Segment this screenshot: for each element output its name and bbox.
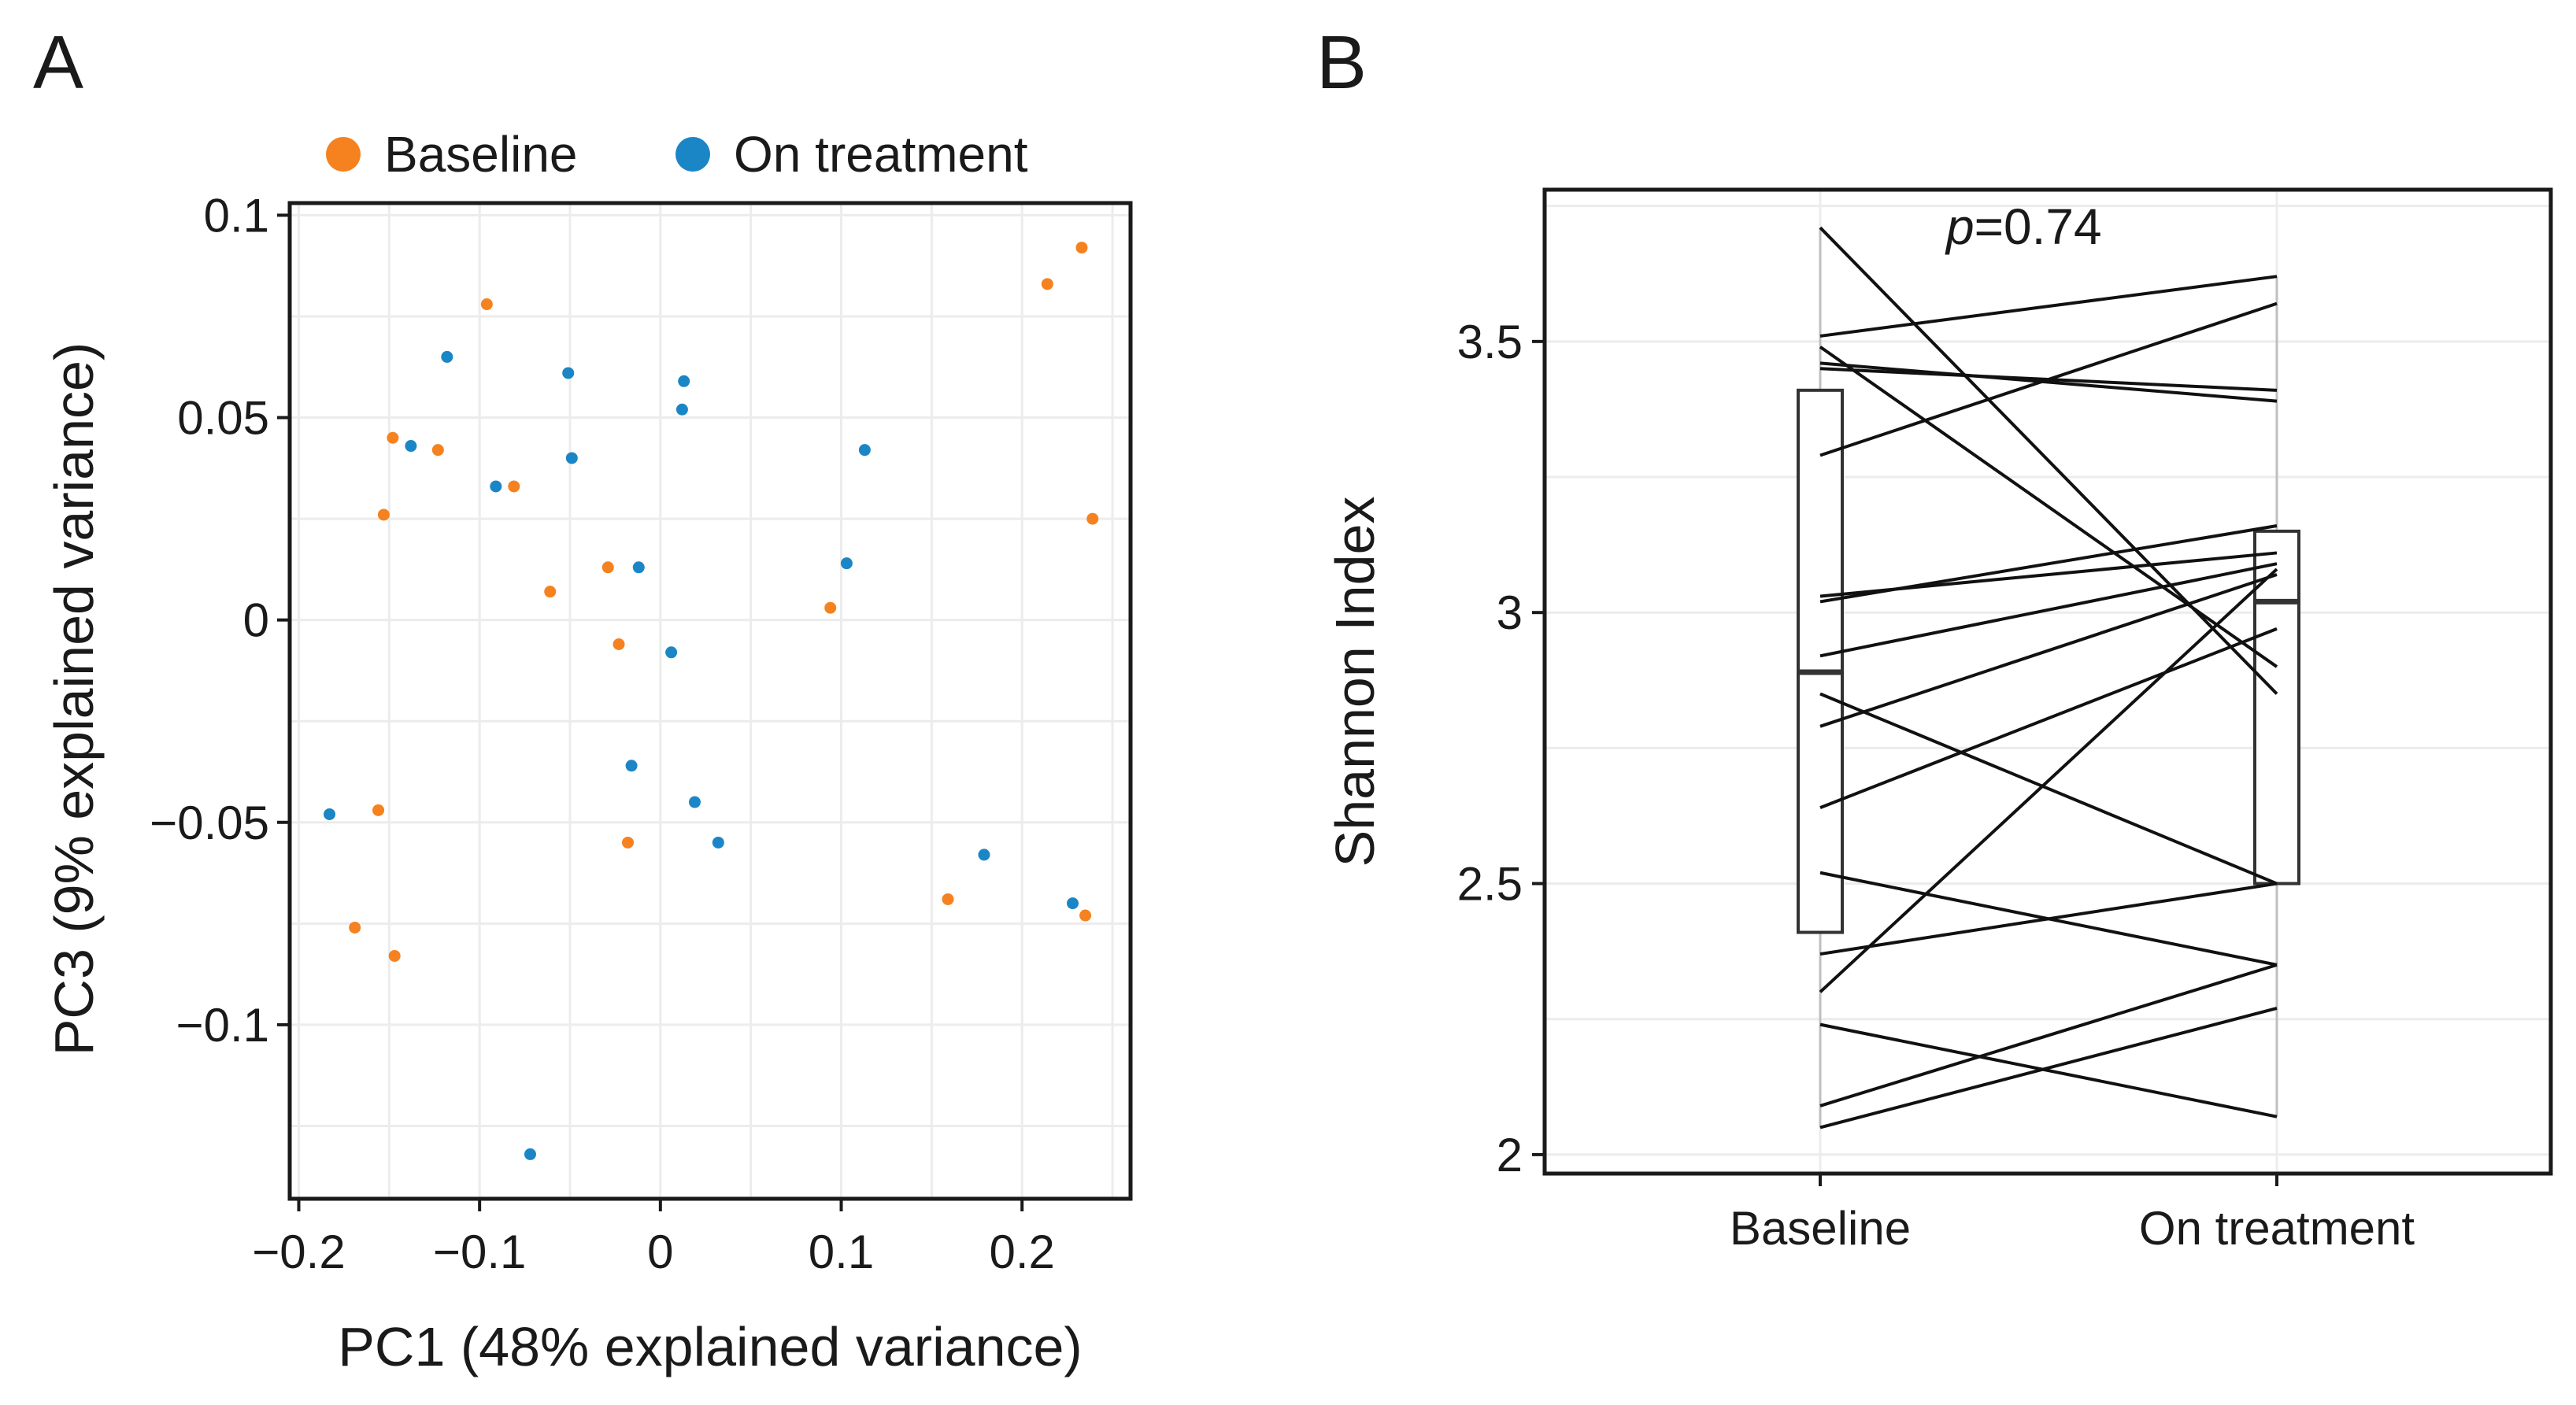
- paired-line: [1819, 562, 2278, 658]
- paired-line: [1819, 963, 2278, 1107]
- on-treatment-box: [2253, 529, 2300, 886]
- on-treatment-point: [675, 403, 688, 416]
- on-treatment-point: [524, 1148, 536, 1160]
- on-treatment-point: [840, 557, 853, 570]
- y-tick-label: 3.5: [1457, 316, 1523, 368]
- on-treatment-point: [712, 836, 724, 849]
- paired-line: [1819, 275, 2278, 338]
- panel-b-label: B: [1316, 20, 1367, 105]
- baseline-point: [942, 893, 954, 905]
- y-tick-label: 0.1: [204, 189, 269, 242]
- paired-line: [1819, 226, 2278, 695]
- on-treatment-point: [978, 849, 990, 861]
- x-tick-label: On treatment: [2139, 1202, 2415, 1255]
- paired-line: [1819, 524, 2278, 604]
- y-axis-title: PC3 (9% explained variance): [43, 342, 105, 1056]
- x-tick-label: 0.1: [809, 1226, 874, 1278]
- baseline-point: [613, 638, 625, 651]
- p-value-annotation: p=0.74: [1945, 198, 2102, 255]
- x-tick-label: 0: [647, 1226, 673, 1278]
- baseline-point: [377, 508, 390, 521]
- baseline-point: [621, 836, 634, 849]
- p-symbol: p: [1945, 198, 1975, 255]
- on-treatment-point: [665, 646, 678, 659]
- paired-line: [1819, 361, 2278, 403]
- baseline-point: [1041, 278, 1053, 290]
- on-treatment-point: [324, 808, 336, 820]
- baseline-point: [601, 561, 614, 574]
- grid: [290, 203, 1131, 1199]
- box-plots: [1797, 227, 2300, 1128]
- plot-frame: [287, 201, 1133, 1201]
- y-tick-label: −0.1: [176, 999, 269, 1052]
- baseline-point: [431, 444, 444, 457]
- on-treatment-point: [858, 444, 871, 457]
- legend-marker-on-treatment: [675, 137, 710, 172]
- baseline-point: [824, 601, 837, 614]
- on-treatment-point: [405, 440, 417, 453]
- plot-frame: [1542, 187, 2553, 1176]
- p-value: =0.74: [1975, 198, 2102, 255]
- paired-line: [1819, 882, 2278, 956]
- paired-line: [1819, 301, 2278, 457]
- x-tick-label: Baseline: [1730, 1202, 1911, 1255]
- grid: [1545, 190, 2551, 1174]
- y-tick-label: 0: [243, 594, 269, 647]
- baseline-point: [388, 949, 401, 962]
- legend-marker-baseline: [326, 137, 361, 172]
- x-axis-ticks: Baseline On treatment: [1730, 1174, 2415, 1255]
- on-treatment-point: [562, 367, 575, 379]
- y-tick-label: −0.05: [150, 797, 269, 849]
- on-treatment-point: [565, 452, 578, 464]
- paired-line: [1819, 1007, 2278, 1130]
- y-tick-label: 3: [1497, 586, 1523, 639]
- baseline-point: [387, 431, 399, 444]
- y-axis-ticks: 0.1 0.05 0 −0.05 −0.1: [150, 189, 290, 1052]
- on-treatment-point: [678, 375, 690, 387]
- y-tick-label: 2: [1497, 1129, 1523, 1181]
- baseline-point: [1075, 242, 1088, 254]
- paired-line: [1819, 692, 2278, 886]
- panel-a: A Baseline On treatment −0.2 −0.1 0 0.1 0.2 0…: [33, 20, 1133, 1377]
- baseline-point: [508, 480, 520, 493]
- on-treatment-point: [625, 760, 638, 772]
- paired-line: [1819, 568, 2278, 993]
- on-treatment-point: [441, 350, 453, 363]
- baseline-point: [372, 804, 385, 816]
- baseline-point: [1079, 909, 1092, 922]
- panel-a-label: A: [33, 20, 83, 105]
- scatter-points: [324, 242, 1099, 1160]
- on-treatment-point: [688, 796, 701, 808]
- on-treatment-point: [1067, 897, 1079, 910]
- baseline-point: [480, 298, 493, 311]
- x-tick-label: −0.1: [433, 1226, 526, 1278]
- baseline-point: [349, 921, 361, 934]
- paired-line: [1819, 573, 2278, 728]
- panel-b: B Baseline On treatment 3.5 3 2.5 2 p=0.74 S…: [1316, 20, 2553, 1255]
- baseline-point: [544, 586, 557, 598]
- y-tick-label: 2.5: [1457, 858, 1523, 911]
- paired-lines: [1819, 226, 2278, 1130]
- on-treatment-point: [490, 480, 502, 493]
- x-axis-title: PC1 (48% explained variance): [338, 1316, 1083, 1377]
- on-treatment-point: [632, 561, 645, 574]
- y-axis-title: Shannon Index: [1324, 497, 1386, 867]
- paired-line: [1819, 346, 2278, 668]
- paired-line: [1819, 627, 2278, 809]
- y-tick-label: 0.05: [177, 392, 269, 445]
- x-tick-label: 0.2: [989, 1226, 1054, 1278]
- baseline-point: [1086, 512, 1099, 525]
- legend: Baseline On treatment: [326, 126, 1028, 183]
- legend-label-on-treatment: On treatment: [734, 126, 1028, 183]
- x-axis-ticks: −0.2 −0.1 0 0.1 0.2: [252, 1199, 1055, 1278]
- x-tick-label: −0.2: [252, 1226, 345, 1278]
- baseline-box: [1797, 388, 1844, 934]
- paired-line: [1819, 1022, 2278, 1118]
- y-axis-ticks: 3.5 3 2.5 2: [1457, 316, 1545, 1181]
- legend-label-baseline: Baseline: [384, 126, 578, 183]
